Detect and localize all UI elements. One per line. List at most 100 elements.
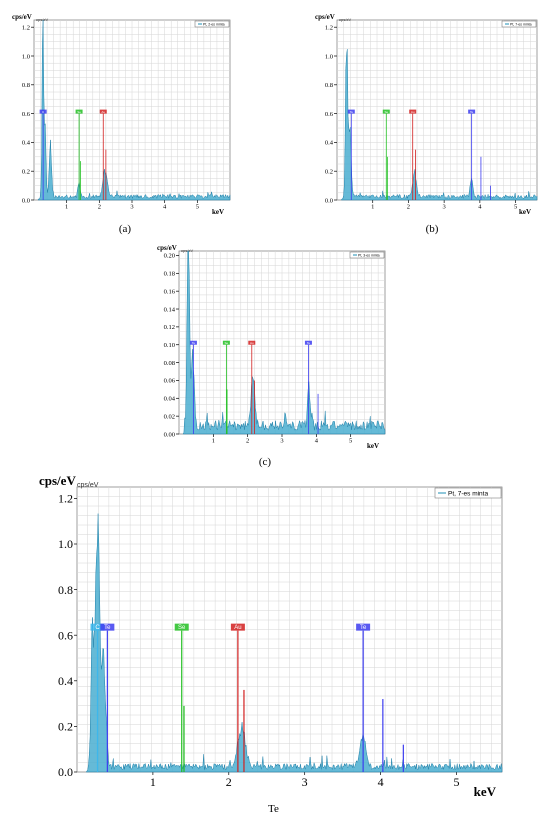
y-axis-sublabel: cps/eV xyxy=(339,17,352,22)
y-tick-label: 0.4 xyxy=(58,674,73,688)
y-tick-label: 0.0 xyxy=(325,197,333,204)
y-tick-label: 0.20 xyxy=(164,253,175,260)
element-marker-label: Au xyxy=(250,341,254,345)
y-tick-label: 0.2 xyxy=(58,720,73,734)
y-tick-label: 0.08 xyxy=(164,360,175,367)
element-marker-tag xyxy=(90,623,105,631)
y-tick-label: 0.00 xyxy=(164,431,175,438)
caption-b-text: (b) xyxy=(425,223,439,235)
y-tick-label: 0.18 xyxy=(164,271,175,278)
y-tick-label: 0.04 xyxy=(164,396,176,403)
caption-c-text: (c) xyxy=(258,456,272,468)
y-tick-label: 1.0 xyxy=(58,537,73,551)
element-marker-label: Se xyxy=(178,625,186,631)
y-axis-sublabel: cps/eV xyxy=(36,17,49,22)
chart-panel-a: 0.0 0.2 0.4 0.6 0.8 1.0 1.2 1 2 3 4 5 cps/eV cps/eV ke… xyxy=(8,12,238,216)
element-marker-label: Au xyxy=(101,110,105,114)
chart-panel-b: 0.0 0.2 0.4 0.6 0.8 1.0 1.2 1 2 3 4 5 cps/eV cps/eV ke… xyxy=(315,12,545,216)
element-marker-label: Te xyxy=(307,341,311,345)
x-tick-label: 5 xyxy=(514,204,517,211)
x-tick-label: 1 xyxy=(65,204,68,211)
legend-box xyxy=(501,20,537,28)
y-tick-label: 1.2 xyxy=(22,24,30,31)
element-marker-label: Au xyxy=(234,625,241,631)
x-tick-label: 5 xyxy=(196,204,199,211)
chart-d: 0.0 0.2 0.4 0.6 0.8 1.0 1.2 1 2 3 4 5 cps/eV cps/eV ke… xyxy=(39,473,503,799)
element-marker-label: Te xyxy=(350,110,354,114)
y-tick-label: 0.6 xyxy=(325,111,334,118)
element-marker-tag xyxy=(222,340,230,345)
chart-panel-d: 0.0 0.2 0.4 0.6 0.8 1.0 1.2 1 2 3 4 5 cps/eV cps/eV ke… xyxy=(30,473,510,800)
element-marker-tag xyxy=(100,623,115,631)
y-tick-label: 0.12 xyxy=(164,324,175,331)
chart-c: 0.00 0.02 0.04 0.06 0.08 0.10 0.12 0.14 0.16 0.18… xyxy=(157,244,386,450)
x-tick-label: 5 xyxy=(453,775,459,789)
y-axis-label: cps/eV xyxy=(12,13,32,21)
x-axis-label: keV xyxy=(212,208,224,216)
spectrum-series xyxy=(341,49,538,201)
element-marker-tag xyxy=(174,623,189,631)
caption-c: (c) xyxy=(240,456,290,468)
element-marker-label: C xyxy=(95,625,100,631)
chart-b: 0.0 0.2 0.4 0.6 0.8 1.0 1.2 1 2 3 4 5 cps/eV cps/eV ke… xyxy=(315,13,538,216)
y-tick-label: 0.16 xyxy=(164,288,176,295)
element-marker-tag xyxy=(189,340,197,345)
caption-b: (b) xyxy=(407,223,457,235)
bottom-label: Te xyxy=(268,803,279,815)
y-axis-sublabel: cps/eV xyxy=(181,248,194,253)
caption-a-text: (a) xyxy=(118,223,132,235)
y-tick-label: 0.6 xyxy=(58,628,73,642)
element-marker-label: Se xyxy=(384,110,388,114)
element-marker-tag xyxy=(468,109,476,114)
legend-label: Pt, 7-es minta xyxy=(510,23,532,27)
x-tick-label: 1 xyxy=(371,204,374,211)
legend-box xyxy=(194,20,230,28)
y-tick-label: 1.2 xyxy=(325,24,333,31)
element-marker-tag xyxy=(248,340,256,345)
spectrum-series xyxy=(85,513,503,773)
x-tick-label: 2 xyxy=(98,204,101,211)
y-axis-label: cps/eV xyxy=(315,13,335,21)
element-marker-label: Te xyxy=(104,625,111,631)
y-tick-label: 0.2 xyxy=(22,168,30,175)
x-tick-label: 3 xyxy=(130,204,133,211)
x-tick-label: 4 xyxy=(478,204,482,211)
grid xyxy=(179,251,385,434)
y-axis-sublabel: cps/eV xyxy=(77,482,99,489)
x-tick-label: 2 xyxy=(226,775,232,789)
element-marker-tag xyxy=(39,109,47,114)
y-tick-label: 0.6 xyxy=(22,111,31,118)
x-axis-label: keV xyxy=(474,784,497,799)
element-marker-label: C xyxy=(42,110,45,114)
y-tick-label: 0.8 xyxy=(325,82,333,89)
element-marker-tag xyxy=(99,109,107,114)
legend-label: Pt, 7-es minta xyxy=(448,491,488,498)
y-tick-label: 0.10 xyxy=(164,342,175,349)
x-axis-label: keV xyxy=(519,208,531,216)
element-marker-tag xyxy=(409,109,417,114)
grid xyxy=(77,487,502,772)
y-tick-label: 1.2 xyxy=(58,492,73,506)
element-marker-tag xyxy=(347,109,355,114)
element-marker-label: Se xyxy=(77,110,81,114)
y-tick-label: 0.8 xyxy=(58,583,73,597)
y-tick-label: 0.14 xyxy=(164,306,176,313)
y-tick-label: 0.02 xyxy=(164,413,175,420)
element-marker-tag xyxy=(230,623,245,631)
element-marker-tag xyxy=(382,109,390,114)
spectrum-series xyxy=(182,250,386,435)
x-axis-label: keV xyxy=(367,442,379,450)
element-marker-label: Au xyxy=(411,110,415,114)
y-tick-label: 0.0 xyxy=(22,197,30,204)
x-tick-label: 2 xyxy=(246,438,249,445)
x-tick-label: 1 xyxy=(212,438,215,445)
bottom-label-text: Te xyxy=(268,803,279,815)
element-marker-tag xyxy=(75,109,83,114)
chart-a: 0.0 0.2 0.4 0.6 0.8 1.0 1.2 1 2 3 4 5 cps/eV cps/eV ke… xyxy=(12,13,231,216)
x-tick-label: 3 xyxy=(302,775,308,789)
chart-panel-c: 0.00 0.02 0.04 0.06 0.08 0.10 0.12 0.14 0.16 0.18… xyxy=(145,243,390,450)
grid xyxy=(34,20,230,200)
element-marker-label: Te xyxy=(470,110,474,114)
element-marker-label: Te xyxy=(192,341,196,345)
x-tick-label: 4 xyxy=(163,204,167,211)
